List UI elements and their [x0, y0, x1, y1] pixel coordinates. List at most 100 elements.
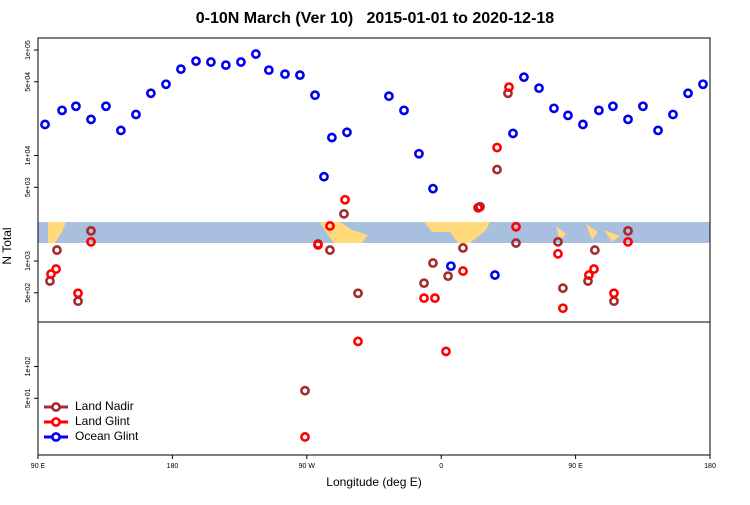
y-axis-label: N Total — [0, 227, 14, 264]
point — [458, 243, 468, 253]
point — [668, 109, 678, 120]
x-axis-label: Longitude (deg E) — [326, 475, 421, 489]
point — [414, 148, 424, 159]
y-tick-label: 1e+05 — [25, 40, 32, 60]
point — [583, 270, 594, 280]
point — [623, 114, 633, 125]
point — [52, 245, 62, 255]
point — [220, 60, 231, 71]
point — [263, 65, 274, 76]
land — [556, 224, 620, 242]
point — [191, 56, 201, 67]
point — [326, 132, 337, 143]
map-band — [38, 222, 710, 243]
point — [519, 72, 529, 83]
point — [339, 208, 349, 219]
y-tick-label: 1e+04 — [25, 146, 32, 166]
point — [473, 202, 483, 213]
point — [101, 101, 111, 112]
point — [492, 164, 502, 175]
x-tick-label: 0 — [439, 463, 443, 470]
point — [428, 258, 438, 268]
point — [46, 269, 56, 279]
point — [638, 101, 648, 112]
point — [73, 296, 83, 307]
y-tick-label: 5e+04 — [25, 72, 32, 92]
y-tick-label: 5e+02 — [25, 283, 32, 303]
point — [131, 109, 141, 120]
point — [236, 57, 246, 67]
point — [300, 385, 310, 396]
point — [295, 70, 305, 81]
point — [280, 69, 290, 80]
point — [353, 288, 363, 299]
point — [504, 82, 514, 93]
legend-marker — [51, 417, 61, 427]
x-tick-label: 90 E — [31, 463, 46, 470]
point — [419, 278, 429, 289]
point — [589, 264, 599, 274]
point — [384, 91, 394, 102]
point — [300, 432, 310, 442]
point — [57, 105, 67, 116]
point — [340, 194, 350, 205]
point — [51, 264, 61, 274]
point — [40, 119, 50, 130]
x-tick-label: 90 E — [568, 463, 583, 470]
point — [73, 288, 83, 299]
point — [623, 236, 633, 247]
point — [458, 266, 468, 276]
legend-marker — [51, 432, 61, 442]
point — [683, 88, 693, 99]
legend-label: Land Glint — [75, 414, 130, 428]
point — [490, 270, 500, 280]
point — [353, 336, 363, 347]
point — [428, 183, 438, 194]
point — [313, 240, 323, 250]
x-tick-label: 180 — [704, 463, 716, 470]
point — [549, 103, 559, 114]
point — [553, 248, 563, 259]
plot-frame — [37, 37, 711, 456]
ocean-band — [38, 222, 710, 243]
point — [653, 125, 663, 136]
point — [511, 238, 521, 248]
point — [608, 101, 618, 112]
chart-title: 0-10N March (Ver 10) 2015-01-01 to 2020-… — [196, 10, 555, 27]
point — [558, 303, 568, 314]
point — [86, 225, 96, 236]
point — [86, 114, 96, 125]
point — [430, 293, 440, 304]
land — [48, 222, 66, 243]
point — [558, 283, 568, 294]
point — [511, 221, 521, 232]
point — [563, 110, 573, 121]
point — [553, 236, 563, 247]
land — [424, 222, 490, 243]
point — [71, 101, 81, 112]
point — [250, 49, 261, 59]
point — [441, 346, 451, 357]
x-tick-label: 180 — [167, 463, 179, 470]
point — [325, 245, 335, 255]
point — [310, 90, 320, 101]
point — [319, 171, 329, 182]
point — [492, 142, 502, 153]
legend-label: Land Nadir — [75, 399, 134, 413]
y-tick-label: 1e+02 — [25, 357, 32, 377]
point — [325, 221, 335, 231]
point — [698, 79, 708, 90]
x-tick-label: 90 W — [299, 463, 316, 470]
legend-label: Ocean Glint — [75, 429, 139, 443]
point — [593, 105, 604, 116]
point — [115, 125, 126, 136]
point — [589, 245, 600, 255]
point — [623, 225, 633, 236]
point — [609, 288, 619, 299]
point — [206, 57, 216, 67]
point — [443, 271, 453, 282]
y-tick-label: 5e+03 — [25, 177, 32, 197]
point — [419, 293, 429, 304]
legend-marker — [51, 402, 61, 412]
